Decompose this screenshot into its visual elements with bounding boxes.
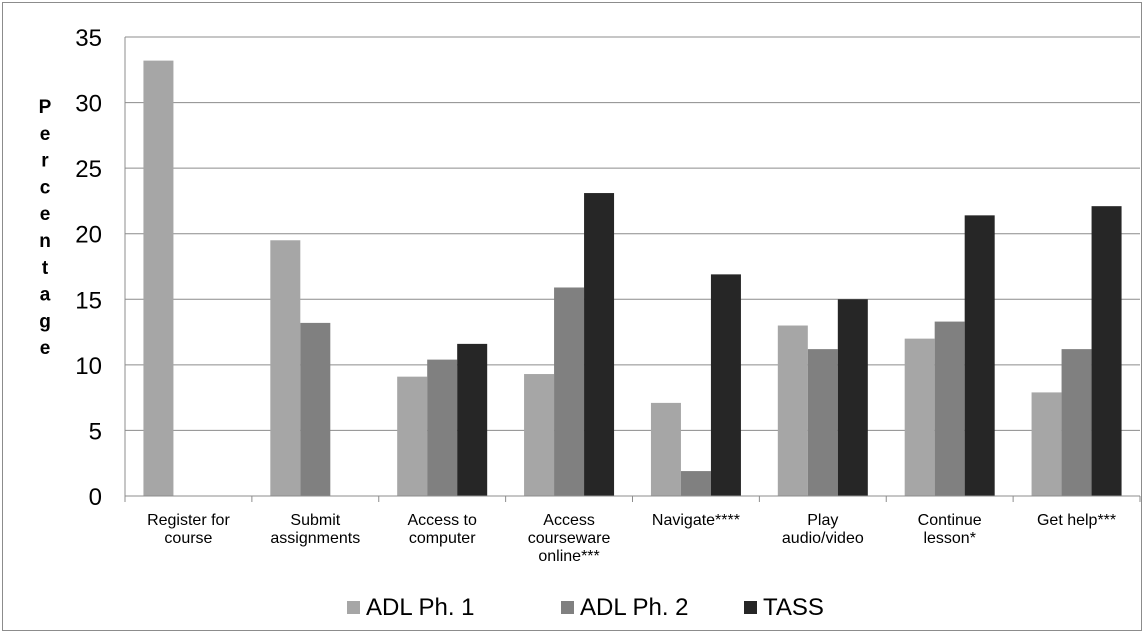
x-tick-label: course — [164, 530, 212, 547]
bar — [397, 376, 428, 496]
x-tick-label: Register for — [147, 512, 230, 529]
y-axis-label-letter: e — [40, 338, 51, 359]
y-axis-label-letter: e — [40, 124, 51, 145]
y-axis-label-letter: t — [42, 258, 49, 279]
x-axis — [124, 37, 1141, 502]
legend-swatch — [561, 601, 574, 614]
x-tick-label: Access to — [408, 512, 477, 529]
bar — [554, 287, 585, 496]
y-axis-label-letter: a — [40, 285, 51, 306]
x-tick-label: Navigate**** — [652, 512, 740, 529]
y-tick-label: 25 — [75, 156, 102, 183]
y-axis-label-letter: r — [41, 151, 49, 172]
legend-label: ADL Ph. 2 — [580, 594, 689, 621]
y-tick-label: 35 — [75, 25, 102, 52]
y-axis-label-letter: n — [39, 231, 51, 252]
y-axis-label-letter: e — [40, 204, 51, 225]
bar — [427, 359, 458, 496]
x-tick-label: Submit — [290, 512, 340, 529]
legend: ADL Ph. 1 ADL Ph. 2 TASS — [347, 594, 824, 621]
y-tick-label: 0 — [89, 484, 102, 511]
x-tick-label: computer — [409, 530, 476, 547]
bars — [143, 60, 1122, 496]
x-tick-label: lesson* — [923, 530, 975, 547]
y-tick-label: 20 — [75, 222, 102, 249]
bar — [524, 374, 555, 496]
x-tick-label: Access — [543, 512, 595, 529]
legend-label: TASS — [763, 594, 824, 621]
bar — [680, 471, 711, 496]
legend-swatch — [744, 601, 757, 614]
y-axis-label-letter: g — [39, 311, 51, 332]
y-axis-label-letter: c — [40, 177, 51, 198]
bar — [143, 60, 174, 496]
y-tick-label: 10 — [75, 353, 102, 380]
bar — [457, 343, 488, 496]
bar — [807, 349, 838, 496]
bar — [1031, 392, 1062, 496]
y-tick-label: 15 — [75, 287, 102, 314]
bar — [777, 325, 808, 496]
bar — [584, 193, 615, 496]
bar — [1091, 206, 1122, 496]
bar — [837, 299, 868, 496]
bar — [710, 274, 741, 496]
x-tick-label: Get help*** — [1037, 512, 1116, 529]
bar — [904, 338, 935, 496]
x-tick-label: audio/video — [782, 530, 864, 547]
bar — [934, 321, 965, 496]
bar — [650, 402, 681, 496]
x-tick-label: Play — [807, 512, 838, 529]
y-axis-label-letter: P — [39, 97, 52, 118]
y-tick-label: 30 — [75, 91, 102, 118]
x-tick-label: Continue — [918, 512, 982, 529]
bar — [300, 322, 331, 496]
x-tick-label: assignments — [270, 530, 360, 547]
legend-label: ADL Ph. 1 — [366, 594, 475, 621]
bar — [964, 215, 995, 496]
x-tick-label: online*** — [538, 548, 599, 565]
y-axis-ticks: 0 5 10 15 20 25 30 35 — [75, 25, 102, 511]
x-tick-label: courseware — [528, 530, 611, 547]
y-tick-label: 5 — [89, 418, 102, 445]
bar — [1061, 349, 1092, 496]
bar — [270, 240, 301, 496]
legend-swatch — [347, 601, 360, 614]
